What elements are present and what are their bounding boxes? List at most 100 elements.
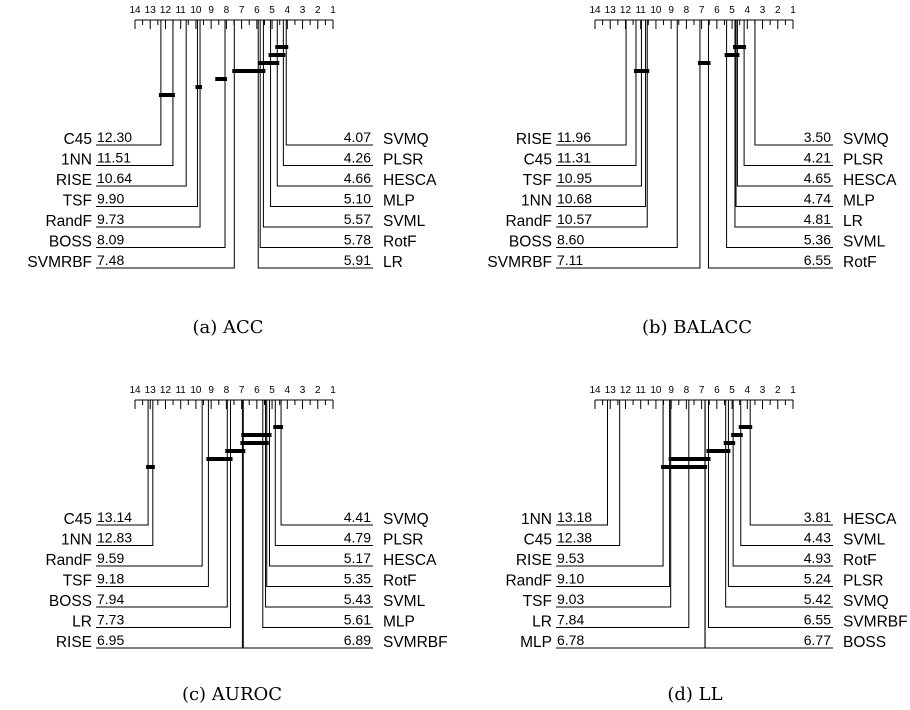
method-rank-value: 5.10 [344, 191, 371, 207]
tick-label: 14 [589, 385, 601, 396]
method-connector [707, 20, 833, 269]
tick-label: 7 [699, 385, 705, 396]
method-rank-value: 4.43 [804, 530, 831, 546]
method-connector [734, 20, 833, 228]
tick-label: 7 [239, 385, 245, 396]
method-connector [270, 20, 373, 207]
method-connector [556, 400, 608, 526]
method-rank-value: 4.93 [804, 550, 831, 566]
panel-caption: (a) ACC [192, 317, 263, 338]
method-connector [257, 20, 373, 269]
method-name: 1NN [61, 532, 92, 549]
method-connector [556, 20, 637, 166]
method-connector [749, 400, 833, 526]
method-connector [726, 20, 833, 248]
method-name: RotF [843, 254, 877, 271]
tick-label: 9 [208, 5, 214, 16]
method-name: HESCA [843, 511, 897, 528]
method-connector [262, 400, 373, 628]
tick-label: 14 [589, 5, 601, 16]
method-connector [96, 400, 154, 546]
method-name: RotF [383, 234, 417, 251]
panel-caption: (c) AUROC [182, 684, 282, 705]
method-rank-value: 6.89 [344, 632, 371, 648]
method-name: RandF [45, 213, 92, 230]
method-rank-value: 5.91 [344, 252, 371, 268]
method-rank-value: 11.96 [557, 129, 591, 145]
method-rank-value: 3.50 [804, 129, 831, 145]
method-connector [266, 400, 373, 587]
method-connector [274, 400, 373, 546]
method-connector [276, 20, 373, 187]
method-connector [556, 400, 664, 567]
method-name: RISE [56, 634, 92, 651]
method-rank-value: 5.78 [344, 232, 371, 248]
method-rank-value: 9.90 [97, 191, 124, 207]
method-connector [96, 20, 198, 207]
panel-auroc: (c) AUROC 14 13 12 11 10 9 8 7 6 5 4 3 2 1 C45 13.14 1NN… [45, 385, 447, 705]
method-name: SVMQ [383, 511, 429, 528]
method-connector [732, 400, 833, 567]
method-connector [96, 20, 235, 269]
tick-label: 12 [160, 385, 172, 396]
tick-label: 1 [330, 5, 336, 16]
tick-label: 4 [745, 385, 751, 396]
method-name: HESCA [383, 552, 437, 569]
method-rank-value: 6.55 [804, 612, 831, 628]
method-name: LR [72, 614, 92, 631]
method-rank-value: 7.84 [557, 612, 584, 628]
tick-label: 12 [620, 385, 632, 396]
method-name: HESCA [383, 172, 437, 189]
method-rank-value: 4.79 [344, 530, 371, 546]
method-name: SVML [843, 532, 886, 549]
tick-label: 9 [208, 385, 214, 396]
method-rank-value: 5.35 [344, 571, 371, 587]
method-connector [96, 400, 228, 608]
method-connector [282, 20, 373, 166]
method-connector [280, 400, 373, 526]
method-connector [754, 20, 833, 146]
method-name: MLP [383, 193, 415, 210]
method-rank-value: 6.78 [557, 632, 584, 648]
tick-label: 3 [300, 385, 306, 396]
method-name: SVMRBF [383, 634, 448, 651]
tick-label: 10 [190, 385, 202, 396]
tick-label: 11 [635, 5, 646, 16]
method-connector [740, 400, 833, 546]
tick-label: 4 [285, 385, 291, 396]
method-name: BOSS [509, 234, 552, 251]
tick-label: 13 [145, 385, 157, 396]
method-rank-value: 9.18 [97, 571, 124, 587]
method-rank-value: 5.24 [804, 571, 831, 587]
method-connector [556, 400, 671, 587]
tick-label: 10 [190, 5, 202, 16]
method-name: PLSR [843, 573, 884, 590]
method-rank-value: 6.77 [804, 632, 831, 648]
method-rank-value: 9.53 [557, 550, 584, 566]
method-name: HESCA [843, 172, 897, 189]
method-rank-value: 9.03 [557, 591, 584, 607]
method-connector [96, 400, 149, 526]
tick-label: 3 [300, 5, 306, 16]
method-name: SVMRBF [487, 254, 552, 271]
method-name: BOSS [843, 634, 886, 651]
tick-label: 12 [160, 5, 172, 16]
tick-label: 11 [175, 385, 186, 396]
tick-label: 7 [699, 5, 705, 16]
method-rank-value: 12.83 [97, 530, 132, 546]
method-name: C45 [524, 532, 552, 549]
tick-label: 8 [224, 5, 230, 16]
method-name: C45 [64, 131, 92, 148]
tick-label: 5 [729, 5, 735, 16]
method-name: SVML [843, 234, 886, 251]
method-name: C45 [524, 152, 552, 169]
method-name: TSF [63, 193, 92, 210]
tick-label: 8 [224, 385, 230, 396]
method-name: RandF [505, 213, 552, 230]
method-connector [285, 20, 373, 146]
method-connector [96, 400, 231, 628]
tick-label: 3 [760, 5, 766, 16]
method-connector [735, 20, 833, 207]
tick-label: 9 [668, 5, 674, 16]
